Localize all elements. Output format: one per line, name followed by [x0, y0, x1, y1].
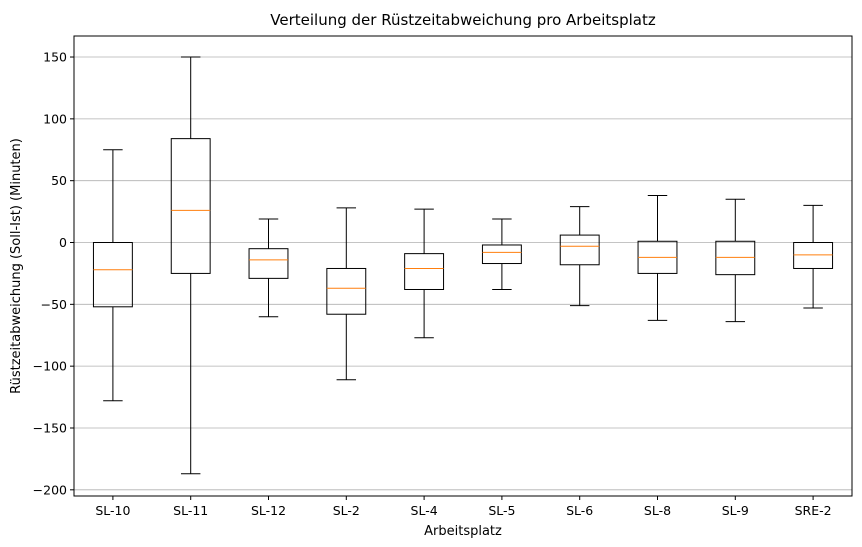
- boxes: [92, 56, 834, 475]
- box-iqr: [170, 138, 211, 274]
- x-tick-label: SL-5: [488, 503, 515, 518]
- x-axis-ticks: SL-10 SL-11 SL-12 SL-2 SL-4 SL-5 SL-6 SL-8 SL-9 S…: [95, 496, 832, 518]
- box-group: [248, 218, 289, 318]
- grid-lines: [74, 56, 852, 491]
- y-axis-title: Rüstzeitabweichung (Soll-Ist) (Minuten): [9, 138, 24, 394]
- y-tick-label: 100: [43, 111, 67, 126]
- box-group: [92, 149, 133, 402]
- box-iqr: [793, 242, 834, 269]
- box-group: [170, 56, 211, 475]
- x-tick-label: SL-4: [411, 503, 438, 518]
- x-tick-label: SL-6: [566, 503, 593, 518]
- y-tick-label: −100: [33, 359, 67, 374]
- x-tick-label: SL-9: [722, 503, 749, 518]
- x-tick-label: SL-12: [251, 503, 286, 518]
- box-iqr: [715, 240, 756, 276]
- box-iqr: [248, 248, 289, 279]
- box-group: [404, 208, 445, 339]
- box-iqr: [326, 267, 367, 315]
- box-iqr: [404, 253, 445, 290]
- y-tick-label: 50: [51, 173, 67, 188]
- x-tick-label: SL-11: [173, 503, 208, 518]
- y-axis-ticks: −200 −150 −100 −50 0 50 100 150: [33, 50, 74, 497]
- x-tick-label: SL-10: [95, 503, 130, 518]
- plot-frame: [73, 35, 853, 497]
- x-axis-title: Arbeitsplatz: [424, 524, 502, 539]
- x-tick-label: SL-2: [333, 503, 360, 518]
- box-iqr: [481, 244, 522, 265]
- y-tick-label: −50: [41, 297, 67, 312]
- y-tick-label: 150: [43, 50, 67, 65]
- box-iqr: [92, 242, 133, 308]
- box-group: [481, 218, 522, 290]
- box-iqr: [559, 234, 600, 266]
- y-tick-label: −200: [33, 482, 67, 497]
- chart-title: Verteilung der Rüstzeitabweichung pro Ar…: [270, 11, 656, 29]
- x-tick-label: SRE-2: [795, 503, 832, 518]
- y-tick-label: −150: [33, 420, 67, 435]
- box-group: [559, 206, 600, 307]
- box-group: [326, 207, 367, 381]
- y-tick-label: 0: [59, 235, 67, 250]
- x-tick-label: SL-8: [644, 503, 671, 518]
- box-group: [793, 204, 834, 309]
- box-group: [637, 195, 678, 321]
- box-group: [715, 198, 756, 323]
